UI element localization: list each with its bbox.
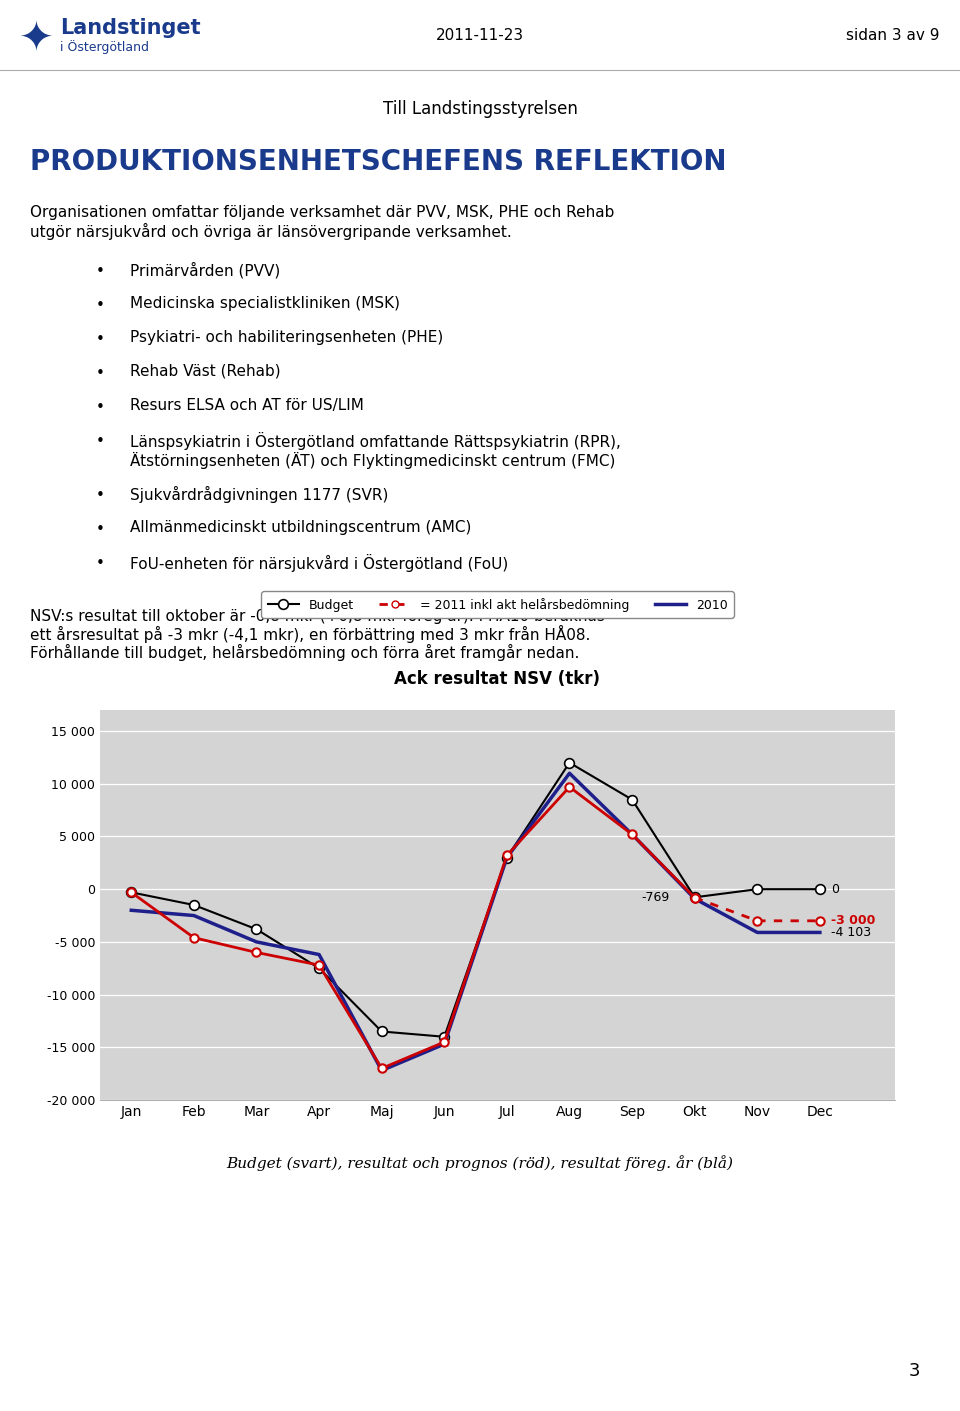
Text: Förhållande till budget, helårsbedömning och förra året framgår nedan.: Förhållande till budget, helårsbedömning… bbox=[30, 643, 580, 660]
Text: •: • bbox=[96, 435, 105, 449]
Text: PRODUKTIONSENHETSCHEFENS REFLEKTION: PRODUKTIONSENHETSCHEFENS REFLEKTION bbox=[30, 148, 727, 176]
Text: ett årsresultat på -3 mkr (-4,1 mkr), en förbättring med 3 mkr från HÅ08.: ett årsresultat på -3 mkr (-4,1 mkr), en… bbox=[30, 625, 590, 643]
Text: Medicinska specialistkliniken (MSK): Medicinska specialistkliniken (MSK) bbox=[130, 296, 400, 310]
Text: 0: 0 bbox=[831, 883, 839, 896]
Text: •: • bbox=[96, 399, 105, 415]
Budget bbox=[439, 1029, 450, 1046]
2010 bbox=[251, 934, 262, 951]
Budget bbox=[251, 921, 262, 938]
Budget bbox=[689, 889, 701, 906]
Text: •: • bbox=[96, 488, 105, 502]
Text: Till Landstingsstyrelsen: Till Landstingsstyrelsen bbox=[383, 100, 577, 119]
2010 bbox=[814, 924, 826, 941]
2010 bbox=[126, 902, 137, 919]
Text: ✦: ✦ bbox=[18, 18, 53, 61]
Text: Budget (svart), resultat och prognos (röd), resultat föreg. år (blå): Budget (svart), resultat och prognos (rö… bbox=[227, 1156, 733, 1171]
Text: NSV:s resultat till oktober är -0,8 mkr (+0,8 mkr föreg år). I HÅ10 beräknas: NSV:s resultat till oktober är -0,8 mkr … bbox=[30, 605, 605, 624]
2010 bbox=[439, 1036, 450, 1053]
Text: -3 000: -3 000 bbox=[831, 914, 876, 927]
Text: Resurs ELSA och AT för US/LIM: Resurs ELSA och AT för US/LIM bbox=[130, 398, 364, 413]
Text: Organisationen omfattar följande verksamhet där PVV, MSK, PHE och Rehab: Organisationen omfattar följande verksam… bbox=[30, 205, 614, 220]
Text: -4 103: -4 103 bbox=[831, 926, 871, 938]
Budget bbox=[752, 880, 763, 897]
2010 bbox=[689, 890, 701, 907]
Text: -769: -769 bbox=[641, 890, 670, 904]
Text: •: • bbox=[96, 332, 105, 347]
Budget bbox=[376, 1023, 388, 1040]
Budget bbox=[188, 896, 200, 913]
2010 bbox=[564, 765, 575, 782]
Text: •: • bbox=[96, 298, 105, 313]
Budget bbox=[814, 880, 826, 897]
Text: Ack resultat NSV (tkr): Ack resultat NSV (tkr) bbox=[395, 670, 601, 689]
2010 bbox=[626, 825, 637, 842]
Budget bbox=[126, 883, 137, 900]
Budget bbox=[564, 755, 575, 772]
Text: Ätstörningsenheten (ÄT) och Flyktingmedicinskt centrum (FMC): Ätstörningsenheten (ÄT) och Flyktingmedi… bbox=[130, 452, 615, 468]
Text: utgör närsjukvård och övriga är länsövergripande verksamhet.: utgör närsjukvård och övriga är länsöver… bbox=[30, 223, 512, 240]
Legend: Budget, = 2011 inkl akt helårsbedömning, 2010: Budget, = 2011 inkl akt helårsbedömning,… bbox=[261, 591, 733, 618]
Text: Primärvården (PVV): Primärvården (PVV) bbox=[130, 262, 280, 278]
Text: Rehab Väst (Rehab): Rehab Väst (Rehab) bbox=[130, 364, 280, 380]
Text: •: • bbox=[96, 264, 105, 279]
Text: FoU-enheten för närsjukvård i Östergötland (FoU): FoU-enheten för närsjukvård i Östergötla… bbox=[130, 555, 508, 571]
Text: 2011-11-23: 2011-11-23 bbox=[436, 27, 524, 42]
Budget bbox=[501, 849, 513, 866]
2010 bbox=[376, 1062, 388, 1079]
Line: 2010: 2010 bbox=[132, 773, 820, 1071]
Line: Budget: Budget bbox=[127, 758, 825, 1041]
2010 bbox=[752, 924, 763, 941]
Text: sidan 3 av 9: sidan 3 av 9 bbox=[847, 27, 940, 42]
Text: Landstinget: Landstinget bbox=[60, 18, 201, 38]
2010 bbox=[188, 907, 200, 924]
2010 bbox=[501, 849, 513, 866]
Text: 3: 3 bbox=[908, 1362, 920, 1380]
Text: •: • bbox=[96, 365, 105, 381]
Text: Psykiatri- och habiliteringsenheten (PHE): Psykiatri- och habiliteringsenheten (PHE… bbox=[130, 330, 444, 346]
Text: Allmänmedicinskt utbildningscentrum (AMC): Allmänmedicinskt utbildningscentrum (AMC… bbox=[130, 521, 471, 535]
Text: •: • bbox=[96, 556, 105, 571]
Text: •: • bbox=[96, 522, 105, 538]
Text: Sjukvårdrådgivningen 1177 (SVR): Sjukvårdrådgivningen 1177 (SVR) bbox=[130, 485, 389, 502]
Text: Länspsykiatrin i Östergötland omfattande Rättspsykiatrin (RPR),: Länspsykiatrin i Östergötland omfattande… bbox=[130, 432, 621, 450]
Budget bbox=[313, 959, 324, 976]
Text: i Östergötland: i Östergötland bbox=[60, 40, 149, 54]
2010 bbox=[313, 945, 324, 962]
Budget bbox=[626, 792, 637, 809]
